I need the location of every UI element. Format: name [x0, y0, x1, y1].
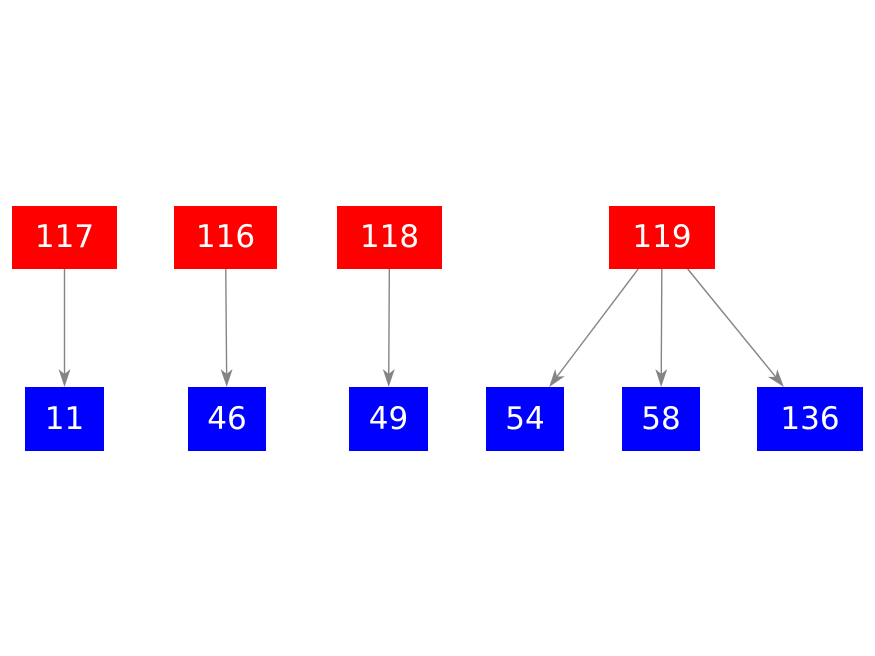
edge-arrowhead-119-54	[549, 369, 565, 387]
edge-line-116-46	[225, 268, 228, 375]
graph-node-58[interactable]: 58	[622, 387, 700, 451]
graph-node-119[interactable]: 119	[609, 206, 715, 269]
graph-node-49[interactable]: 49	[349, 387, 428, 451]
edge-arrowhead-119-58	[655, 368, 668, 387]
edge-arrowhead-119-136	[767, 369, 784, 387]
graph-node-116[interactable]: 116	[174, 206, 277, 269]
graph-node-136[interactable]: 136	[757, 387, 863, 451]
graph-node-11[interactable]: 11	[25, 387, 104, 451]
graph-node-118[interactable]: 118	[337, 206, 442, 269]
edge-line-119-136	[687, 268, 777, 378]
graph-node-117[interactable]: 117	[12, 206, 117, 269]
edge-arrowhead-117-11	[58, 369, 71, 387]
edge-arrowhead-116-46	[220, 368, 233, 387]
graph-node-54[interactable]: 54	[486, 387, 564, 451]
edge-line-118-49	[388, 268, 391, 375]
edge-line-119-54	[556, 268, 639, 378]
edge-line-119-58	[660, 268, 663, 375]
graph-node-46[interactable]: 46	[188, 387, 266, 451]
edge-arrowhead-118-49	[382, 368, 395, 387]
